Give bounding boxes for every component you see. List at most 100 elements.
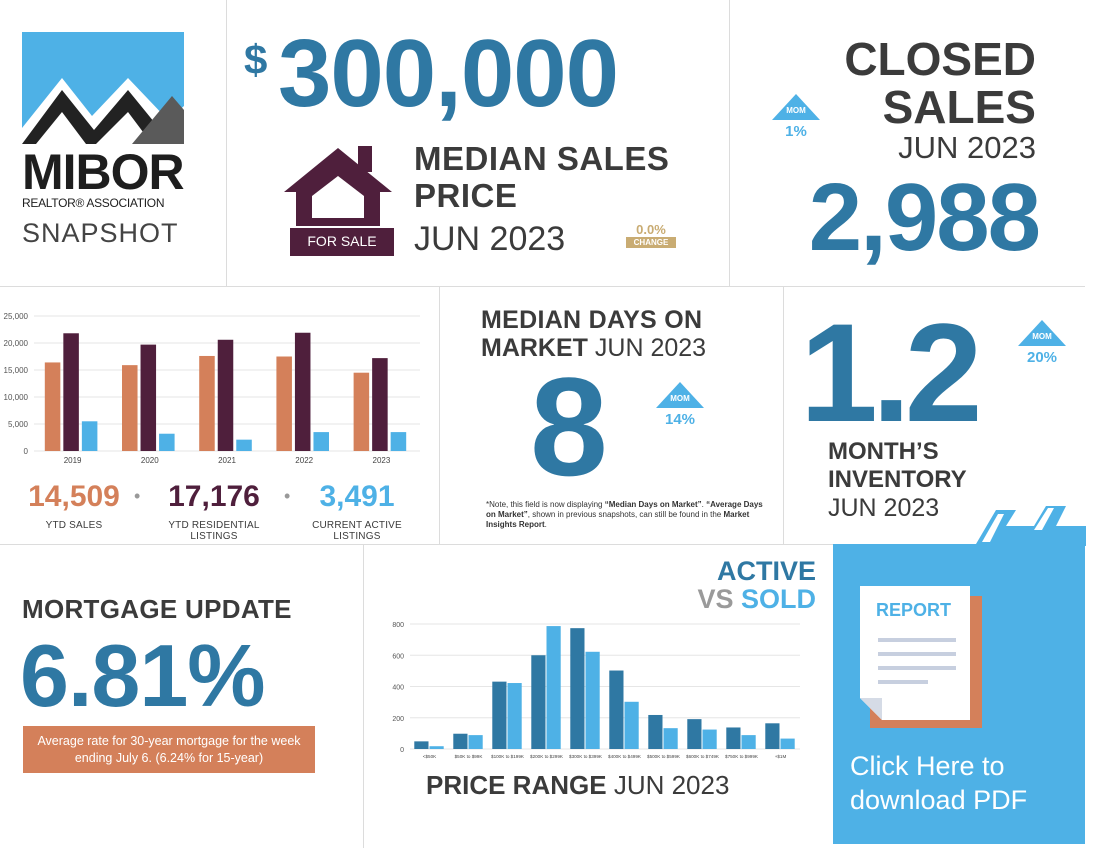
bar — [663, 728, 678, 749]
price-range-footer: PRICE RANGE JUN 2023 — [426, 770, 729, 801]
bar — [453, 733, 468, 749]
bar — [546, 626, 561, 749]
x-tick-label: 2019 — [64, 456, 82, 465]
active-title: ACTIVE — [716, 556, 816, 586]
price-change-value: 0.0% — [636, 222, 666, 237]
closed-sales-mom-badge: MOM 1% — [772, 94, 820, 140]
x-tick-label: +$1M — [775, 754, 787, 759]
y-tick-label: 25,000 — [4, 312, 29, 321]
note-bold: “Average Days on Market” — [486, 500, 763, 519]
dom-label-market: MARKET — [481, 334, 588, 362]
bar — [468, 735, 483, 749]
bar — [81, 421, 98, 451]
bar — [122, 365, 138, 451]
up-triangle-icon: MOM — [1018, 320, 1066, 346]
download-pdf-deco — [976, 506, 1086, 546]
stat-separator: • — [134, 486, 141, 506]
bar — [609, 670, 624, 749]
note-text: , shown in previous snapshots, can still… — [527, 510, 724, 519]
bar — [531, 655, 546, 749]
y-tick-label: 800 — [392, 622, 404, 629]
y-tick-label: 600 — [392, 653, 404, 660]
x-tick-label: $500K to $599K — [647, 754, 681, 759]
bar — [199, 355, 215, 451]
mom-pct: 1% — [785, 123, 807, 140]
x-tick-label: $200K to $299K — [530, 754, 564, 759]
ytd-sales-value: 14,509 — [28, 480, 120, 513]
price-change-label: CHANGE — [626, 237, 676, 248]
bar — [390, 432, 407, 451]
divider — [0, 544, 833, 545]
mom-label: MOM — [670, 394, 690, 403]
ytd-bar-chart: 0 5,000 10,000 15,000 20,000 25,000 2019 2020 20… — [0, 305, 430, 470]
bar — [492, 681, 507, 749]
mortgage-note: Average rate for 30-year mortgage for th… — [37, 733, 301, 765]
divider — [363, 544, 364, 848]
ytd-stat-active: 3,491 CURRENT ACTIVE LISTINGS — [292, 480, 422, 542]
dom-label-1: MEDIAN DAYS ON — [481, 306, 703, 334]
active-listings-label: CURRENT ACTIVE LISTINGS — [312, 520, 402, 542]
bar — [217, 339, 234, 451]
bar — [313, 432, 329, 451]
brand-logo: MIBOR REALTOR® ASSOCIATION SNAPSHOT — [22, 32, 185, 254]
x-tick-label: <$50K — [423, 754, 437, 759]
median-price-value: 300,000 — [278, 20, 619, 127]
note-text: . — [544, 520, 547, 529]
y-tick-label: 10,000 — [4, 393, 29, 402]
price-change-badge: 0.0% CHANGE — [626, 222, 676, 248]
dom-note: *Note, this field is now displaying “Med… — [486, 500, 766, 530]
currency-symbol: $ — [244, 36, 268, 83]
x-tick-label: $300K to $399K — [569, 754, 603, 759]
median-price-period: JUN 2023 — [414, 220, 566, 258]
price-range-label: PRICE RANGE — [426, 770, 607, 800]
ytd-sales-label: YTD SALES — [45, 520, 103, 531]
bar — [765, 723, 780, 749]
x-tick-label: $600K to $749K — [686, 754, 720, 759]
y-tick-label: 200 — [392, 716, 404, 723]
ytd-stat-sales: 14,509 YTD SALES — [14, 480, 134, 531]
ytd-listings-label: YTD RESIDENTIAL LISTINGS — [168, 520, 260, 542]
bar — [414, 741, 429, 749]
for-sale-sign: FOR SALE — [307, 233, 377, 249]
brand-name: MIBOR — [22, 144, 185, 200]
up-triangle-icon: MOM — [772, 94, 820, 120]
dom-period: JUN 2023 — [594, 334, 707, 362]
inventory-label-1: MONTH’S — [828, 438, 939, 465]
x-tick-label: $50K to $99K — [455, 754, 484, 759]
inventory-label-2: INVENTORY — [828, 466, 967, 493]
vs-sold-title: VS SOLD — [697, 584, 816, 615]
bar — [648, 714, 663, 749]
bar — [726, 727, 741, 749]
dom-value: 8 — [530, 348, 608, 505]
download-cta[interactable]: Click Here to download PDF — [850, 751, 1028, 815]
mountain-logo-icon — [22, 32, 184, 144]
x-tick-label: 2021 — [218, 456, 236, 465]
house-icon: FOR SALE — [282, 142, 394, 258]
price-range-chart: 0 200 400 600 800 <$50K $50K to $99K $100K to $… — [380, 620, 810, 765]
bar — [140, 344, 157, 451]
download-pdf-button[interactable]: REPORT Click Here to download PDF — [833, 544, 1085, 844]
vs-label: VS — [697, 584, 734, 614]
bar — [276, 356, 292, 451]
mortgage-rate: 6.81% — [20, 626, 266, 725]
bar — [44, 362, 61, 451]
dom-label-2: MARKET JUN 2023 — [481, 334, 706, 363]
closed-sales-label-2: SALES — [882, 81, 1036, 133]
closed-sales-label-1: CLOSED — [844, 33, 1036, 85]
price-chart-svg: 0 200 400 600 800 <$50K $50K to $99K $100K to $… — [392, 622, 800, 759]
bar — [236, 439, 252, 451]
closed-sales-value: 2,988 — [808, 164, 1041, 271]
x-tick-label: 2023 — [373, 456, 391, 465]
divider — [0, 286, 1085, 287]
bar — [570, 628, 585, 749]
up-triangle-icon: MOM — [656, 382, 704, 408]
bar — [702, 729, 717, 749]
mom-pct: 14% — [664, 411, 696, 428]
closed-sales-period: JUN 2023 — [898, 130, 1036, 165]
x-tick-label: $400K to $499K — [608, 754, 642, 759]
y-tick-label: 400 — [392, 685, 404, 692]
divider — [439, 286, 440, 544]
divider — [729, 0, 730, 286]
inventory-value: 1.2 — [800, 294, 983, 451]
y-tick-label: 0 — [24, 447, 29, 456]
